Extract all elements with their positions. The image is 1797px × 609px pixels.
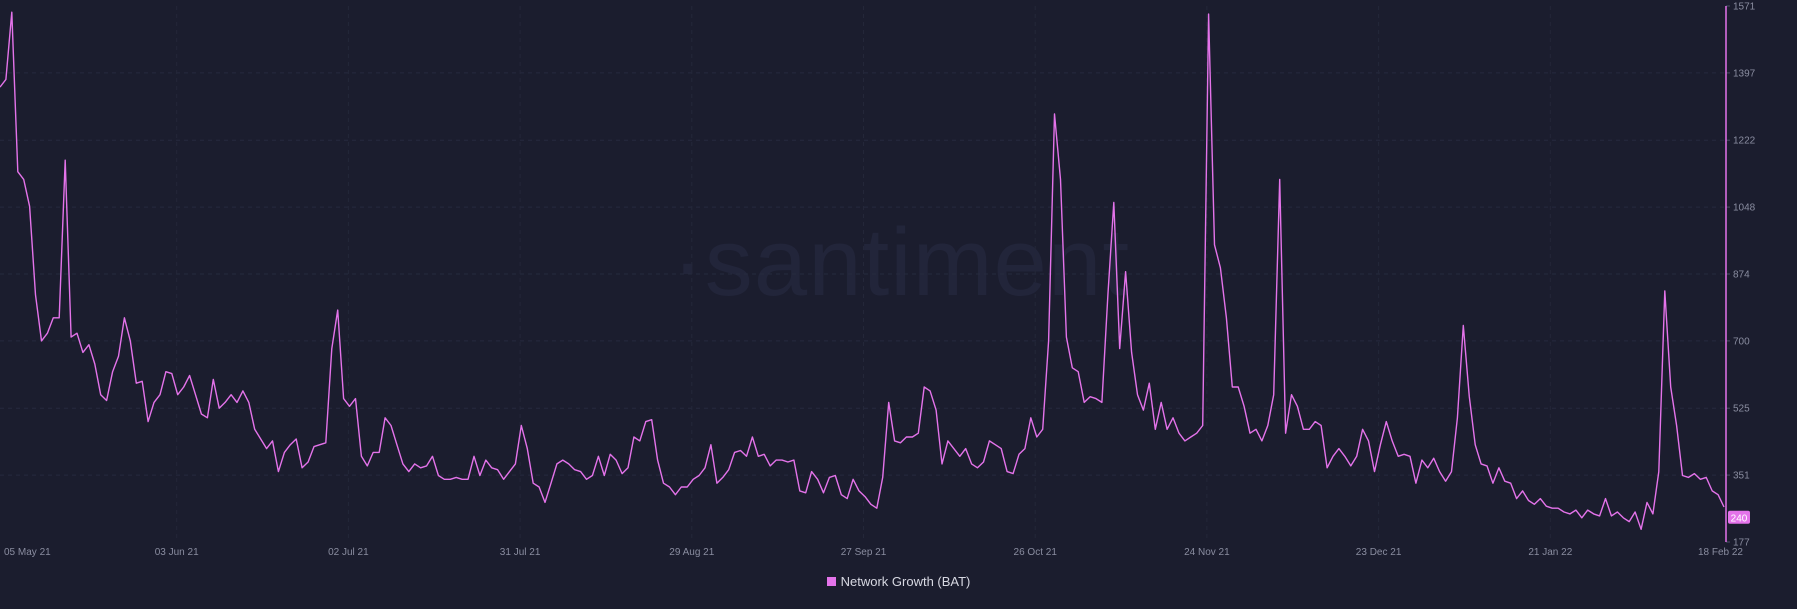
x-tick-label: 29 Aug 21 (669, 547, 714, 558)
y-tick-label: 525 (1733, 404, 1750, 415)
last-value-label: 240 (1731, 513, 1748, 524)
last-value-badge (1728, 510, 1750, 524)
y-tick-label: 1222 (1733, 136, 1756, 147)
x-tick-label: 02 Jul 21 (328, 547, 369, 558)
x-tick-label: 27 Sep 21 (841, 547, 887, 558)
y-tick-label: 351 (1733, 471, 1750, 482)
x-tick-label: 18 Feb 22 (1698, 547, 1743, 558)
tick-labels: 1571 1397 1222 1048 874 700 525 351 177 05 May 21… (4, 2, 1756, 559)
legend[interactable]: Network Growth (BAT) (0, 574, 1797, 589)
y-tick-label: 1571 (1733, 2, 1756, 13)
y-tick-label: 177 (1733, 538, 1750, 549)
y-tick-label: 1397 (1733, 68, 1756, 79)
y-tick-label: 700 (1733, 336, 1750, 347)
axes (1725, 5, 1730, 543)
x-tick-label: 03 Jun 21 (155, 547, 199, 558)
x-tick-label: 26 Oct 21 (1014, 547, 1058, 558)
x-tick-label: 21 Jan 22 (1528, 547, 1572, 558)
y-tick-label: 1048 (1733, 203, 1756, 214)
watermark-text: ·santiment (672, 209, 1130, 316)
legend-label: Network Growth (BAT) (840, 574, 971, 589)
legend-swatch-icon (826, 577, 836, 586)
x-tick-label: 05 May 21 (4, 547, 51, 558)
x-tick-label: 23 Dec 21 (1356, 547, 1402, 558)
x-tick-label: 24 Nov 21 (1184, 547, 1230, 558)
x-tick-label: 31 Jul 21 (500, 547, 541, 558)
y-tick-label: 874 (1733, 270, 1750, 281)
series-layer (0, 11, 1725, 530)
series-line-network-growth[interactable] (0, 11, 1725, 530)
